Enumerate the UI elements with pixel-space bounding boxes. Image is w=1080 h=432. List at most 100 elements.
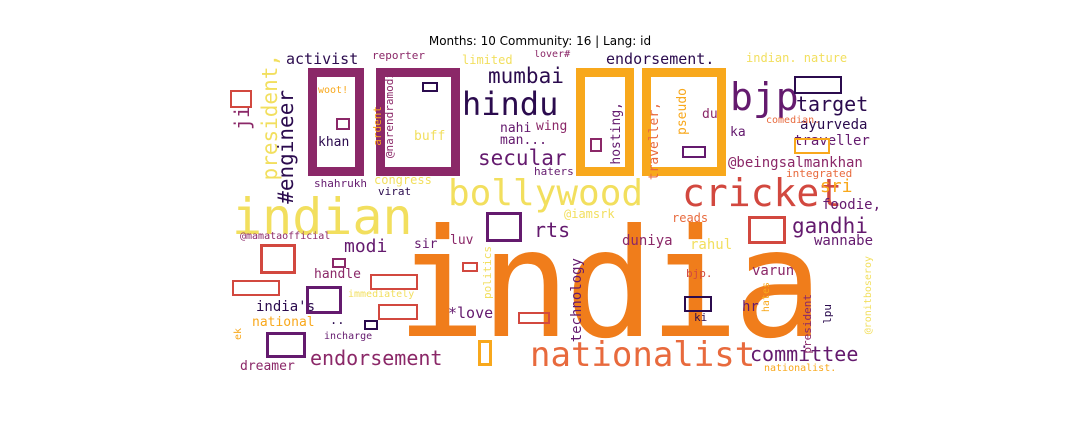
word-technology: technology xyxy=(569,258,585,343)
word-mumbai: mumbai xyxy=(488,64,564,88)
word-dotdot: .. xyxy=(330,313,345,327)
glyph-box-purple xyxy=(308,68,364,176)
glyph-box xyxy=(332,258,346,268)
word-wing: wing xyxy=(536,119,568,134)
glyph-box xyxy=(684,296,712,312)
glyph-box xyxy=(478,340,492,366)
word-wannabe: wannabe xyxy=(814,233,874,249)
word-bollywood: bollywood xyxy=(448,173,644,214)
word-president-comma: president, xyxy=(258,54,282,181)
word-politics: politics xyxy=(481,246,494,299)
word-buff: buff xyxy=(414,129,446,144)
word-ek: ek xyxy=(233,328,244,341)
word-luv: luv xyxy=(450,233,474,248)
word-reads: reads xyxy=(672,211,709,225)
word-bjp: bjp xyxy=(730,75,799,119)
word-ayurveda: ayurveda xyxy=(800,117,868,133)
word-dreamer: dreamer xyxy=(240,359,295,374)
word-lpu: lpu xyxy=(821,304,834,324)
word-gandhi: gandhi xyxy=(792,214,868,238)
word-traveller-comma: traveller, xyxy=(647,102,662,181)
word-pseudo: pseudo xyxy=(675,88,690,135)
word-ji: ji xyxy=(230,106,254,131)
word-lover: lover# xyxy=(534,50,571,60)
word-hosting: hosting, xyxy=(609,102,624,165)
glyph-box xyxy=(378,304,418,320)
glyph-box xyxy=(682,146,706,158)
word-indias: india's xyxy=(256,299,316,315)
word-endorsement-dot: endorsement. xyxy=(606,50,715,68)
word-virat: virat xyxy=(378,185,412,198)
word-foodie: foodie, xyxy=(822,197,880,213)
glyph-box xyxy=(518,312,550,324)
word-handle: handle xyxy=(314,267,361,282)
word-sir: sir xyxy=(414,237,438,252)
glyph-box xyxy=(266,332,306,358)
word-national: national xyxy=(252,315,315,330)
word-nationalist-dot: nationalist. xyxy=(764,363,837,374)
word-hr: hr xyxy=(742,299,759,315)
glyph-box xyxy=(486,212,522,242)
glyph-box xyxy=(422,82,438,92)
glyph-box xyxy=(794,76,842,94)
glyph-box xyxy=(364,320,378,330)
glyph-box xyxy=(306,286,342,314)
word-reporter: reporter xyxy=(372,50,425,62)
word-haters: haters xyxy=(534,165,574,178)
word-traveller: traveller xyxy=(794,133,870,149)
word-modi: modi xyxy=(344,236,388,257)
word-endorsement: endorsement xyxy=(310,346,443,370)
glyph-box xyxy=(748,216,786,244)
word-integrated: integrated xyxy=(786,167,853,180)
word-beingsalmankhan: @beingsalmankhan xyxy=(728,155,863,171)
word-rts: rts xyxy=(534,218,571,242)
word-love: *love xyxy=(448,304,494,322)
word-varun: varun xyxy=(752,263,795,279)
word-woot: woot! xyxy=(318,85,349,96)
word-man: man... xyxy=(500,133,547,148)
word-india: india xyxy=(396,198,824,372)
glyph-box-gold xyxy=(576,68,634,176)
word-iamsrk: @iamsrk xyxy=(564,207,615,221)
glyph-box-gold xyxy=(642,68,726,176)
word-ki: ki xyxy=(694,311,708,324)
word-limited: limited xyxy=(462,53,513,67)
word-secular: secular xyxy=(478,146,567,170)
word-duniya: duniya xyxy=(622,233,673,249)
word-comedian: comedian. xyxy=(766,115,821,126)
word-congress: congress xyxy=(374,173,432,187)
word-mamataofficial: @mamataofficial xyxy=(240,231,331,242)
glyph-box xyxy=(590,138,602,152)
word-nationalist: nationalist xyxy=(530,335,756,375)
glyph-box-purple xyxy=(376,68,460,176)
word-indian: indian xyxy=(232,188,413,246)
word-president: president xyxy=(801,294,814,354)
word-committee: committee xyxy=(750,342,859,366)
word-immediately: immediately xyxy=(348,289,415,300)
word-shahrukh: shahrukh xyxy=(314,177,367,190)
word-ka: ka xyxy=(730,125,746,140)
word-khan: khan xyxy=(318,135,350,150)
glyph-box xyxy=(336,118,350,130)
word-cloud: india indian nationalist cricket bollywo… xyxy=(230,50,880,380)
glyph-box xyxy=(370,274,418,290)
word-bjp-dot: bjp. xyxy=(686,267,713,280)
word-rahul: rahul xyxy=(690,237,733,253)
cloud-title: Months: 10 Community: 16 | Lang: id xyxy=(428,34,652,48)
word-hates: hates xyxy=(761,282,772,313)
word-target: target xyxy=(796,92,869,116)
glyph-box xyxy=(230,90,252,108)
word-incharge: incharge xyxy=(324,331,373,342)
glyph-box xyxy=(794,138,830,154)
word-activist: activist xyxy=(286,50,359,68)
glyph-box xyxy=(232,280,280,296)
word-nahi: nahi xyxy=(500,121,532,136)
word-du: du xyxy=(702,107,718,122)
word-ardent: ardent xyxy=(371,106,384,146)
word-ronitboseroy: @ronitboseroy xyxy=(863,256,874,335)
glyph-box xyxy=(260,244,296,274)
word-narendramodi: @narendramodi xyxy=(383,72,396,159)
word-sri: sri xyxy=(820,176,853,197)
glyph-box xyxy=(462,262,478,272)
word-hindu: hindu xyxy=(462,85,559,123)
